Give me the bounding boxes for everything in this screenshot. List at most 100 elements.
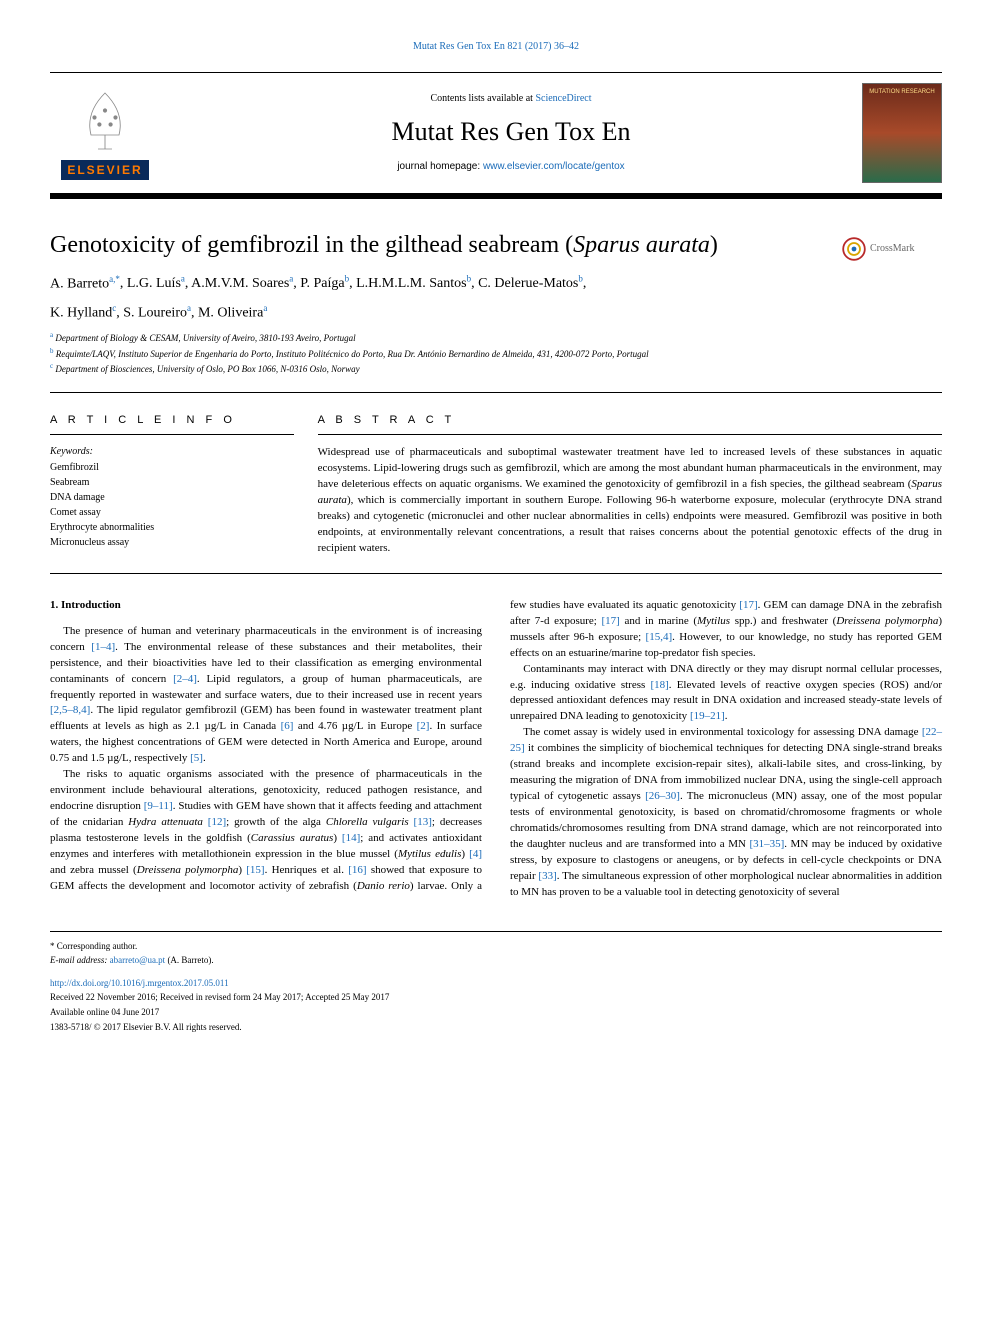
- doi-link[interactable]: http://dx.doi.org/10.1016/j.mrgentox.201…: [50, 977, 942, 990]
- ref-link[interactable]: [2,5–8,4]: [50, 704, 90, 716]
- publisher-name: ELSEVIER: [61, 160, 148, 181]
- species: Danio rerio: [357, 880, 410, 892]
- abstract-heading: A B S T R A C T: [318, 413, 942, 435]
- crossmark-badge[interactable]: CrossMark: [842, 237, 942, 261]
- ref-link[interactable]: [17]: [739, 599, 757, 611]
- species: Dreissena polymorpha: [836, 615, 938, 627]
- affiliation: b Requimte/LAQV, Instituto Superior de E…: [50, 347, 942, 361]
- email-line: E-mail address: abarreto@ua.pt (A. Barre…: [50, 954, 942, 967]
- species: Chlorella vulgaris: [326, 816, 409, 828]
- footer-block: * Corresponding author. E-mail address: …: [50, 931, 942, 1034]
- abstract-text: Widespread use of pharmaceuticals and su…: [318, 445, 942, 557]
- species: Dreissena polymorpha: [137, 864, 239, 876]
- keywords-label: Keywords:: [50, 445, 294, 459]
- species: Hydra attenuata: [128, 816, 203, 828]
- ref-link[interactable]: [14]: [342, 832, 360, 844]
- keyword: Comet assay: [50, 506, 294, 520]
- crossmark-icon: [842, 237, 866, 261]
- crossmark-label: CrossMark: [870, 242, 914, 256]
- email-link[interactable]: abarreto@ua.pt: [110, 955, 166, 965]
- keyword: Erythrocyte abnormalities: [50, 521, 294, 535]
- author: , S. Loureiro: [116, 306, 187, 321]
- affiliations: a Department of Biology & CESAM, Univers…: [50, 331, 942, 393]
- sciencedirect-link[interactable]: ScienceDirect: [535, 93, 591, 104]
- ref-link[interactable]: [5]: [190, 752, 203, 764]
- author: , L.G. Luís: [120, 276, 181, 291]
- ref-link[interactable]: [1–4]: [91, 641, 115, 653]
- elsevier-tree-icon: [70, 86, 140, 156]
- t: The comet assay is widely used in enviro…: [523, 726, 922, 738]
- ref-link[interactable]: [15]: [246, 864, 264, 876]
- author: ,: [583, 276, 587, 291]
- homepage-prefix: journal homepage:: [397, 161, 483, 172]
- t: ): [333, 832, 342, 844]
- received-dates: Received 22 November 2016; Received in r…: [50, 991, 942, 1004]
- ref-link[interactable]: [9–11]: [144, 800, 173, 812]
- header-band: ELSEVIER Contents lists available at Sci…: [50, 72, 942, 199]
- author: , A.M.V.M. Soares: [185, 276, 289, 291]
- ref-link[interactable]: [15,4]: [646, 631, 673, 643]
- ref-link[interactable]: [18]: [650, 679, 668, 691]
- authors-line-1: A. Barretoa,*, L.G. Luísa, A.M.V.M. Soar…: [50, 273, 942, 294]
- author: , M. Oliveira: [191, 306, 263, 321]
- author: A. Barreto: [50, 276, 109, 291]
- section-1-heading: 1. Introduction: [50, 598, 482, 614]
- keywords-list: GemfibrozilSeabreamDNA damageComet assay…: [50, 461, 294, 550]
- title-suffix: ): [710, 232, 718, 258]
- contents-prefix: Contents lists available at: [430, 93, 535, 104]
- header-center: Contents lists available at ScienceDirec…: [160, 92, 862, 174]
- abstract: A B S T R A C T Widespread use of pharma…: [318, 413, 942, 557]
- author-affil-sup: a: [263, 303, 267, 313]
- email-label: E-mail address:: [50, 955, 110, 965]
- t: spp.) and freshwater (: [730, 615, 836, 627]
- t: and 4.76 µg/L in Europe: [293, 720, 416, 732]
- authors-line-2: K. Hyllandc, S. Loureiroa, M. Oliveiraa: [50, 302, 942, 323]
- ref-link[interactable]: [13]: [414, 816, 432, 828]
- article-title: Genotoxicity of gemfibrozil in the gilth…: [50, 229, 942, 263]
- t: and in marine (: [620, 615, 697, 627]
- affil-text: Department of Biology & CESAM, Universit…: [53, 333, 355, 343]
- article-info-heading: A R T I C L E I N F O: [50, 413, 294, 435]
- t: . Henriques et al.: [265, 864, 349, 876]
- keyword: Seabream: [50, 476, 294, 490]
- ref-link[interactable]: [6]: [281, 720, 294, 732]
- title-plain: Genotoxicity of gemfibrozil in the gilth…: [50, 232, 573, 258]
- email-suffix: (A. Barreto).: [165, 955, 213, 965]
- title-species: Sparus aurata: [573, 232, 710, 258]
- species: Mytilus edulis: [398, 848, 461, 860]
- keyword: Micronucleus assay: [50, 536, 294, 550]
- ref-link[interactable]: [12]: [208, 816, 226, 828]
- publisher-logo-block: ELSEVIER: [50, 86, 160, 181]
- t: . The simultaneous expression of other m…: [510, 870, 942, 898]
- ref-link[interactable]: [16]: [348, 864, 366, 876]
- author: K. Hylland: [50, 306, 112, 321]
- abstract-pre: Widespread use of pharmaceuticals and su…: [318, 446, 942, 490]
- info-abstract-row: A R T I C L E I N F O Keywords: Gemfibro…: [50, 397, 942, 574]
- ref-link[interactable]: [31–35]: [749, 838, 784, 850]
- copyright: 1383-5718/ © 2017 Elsevier B.V. All righ…: [50, 1021, 942, 1034]
- species: Mytilus: [697, 615, 730, 627]
- t: .: [725, 710, 728, 722]
- homepage-url[interactable]: www.elsevier.com/locate/gentox: [483, 161, 625, 172]
- ref-link[interactable]: [4]: [469, 848, 482, 860]
- ref-link[interactable]: [26–30]: [645, 790, 680, 802]
- affil-text: Requimte/LAQV, Instituto Superior de Eng…: [54, 349, 649, 359]
- corresponding-author: * Corresponding author.: [50, 940, 942, 953]
- keyword: DNA damage: [50, 491, 294, 505]
- t: ; growth of the alga: [226, 816, 326, 828]
- ref-link[interactable]: [17]: [602, 615, 620, 627]
- homepage-line: journal homepage: www.elsevier.com/locat…: [160, 160, 862, 174]
- journal-ref-link[interactable]: Mutat Res Gen Tox En 821 (2017) 36–42: [413, 41, 579, 52]
- species: Carassius auratus: [251, 832, 334, 844]
- ref-link[interactable]: [2]: [417, 720, 430, 732]
- online-date: Available online 04 June 2017: [50, 1006, 942, 1019]
- author: , L.H.M.L.M. Santos: [349, 276, 466, 291]
- body-para-1: The presence of human and veterinary pha…: [50, 624, 482, 767]
- ref-link[interactable]: [2–4]: [173, 673, 197, 685]
- author: , C. Delerue-Matos: [471, 276, 578, 291]
- ref-link[interactable]: [33]: [538, 870, 556, 882]
- author: , P. Paíga: [293, 276, 344, 291]
- affil-text: Department of Biosciences, University of…: [53, 364, 359, 374]
- abstract-post: ), which is commercially important in so…: [318, 494, 942, 554]
- ref-link[interactable]: [19–21]: [690, 710, 725, 722]
